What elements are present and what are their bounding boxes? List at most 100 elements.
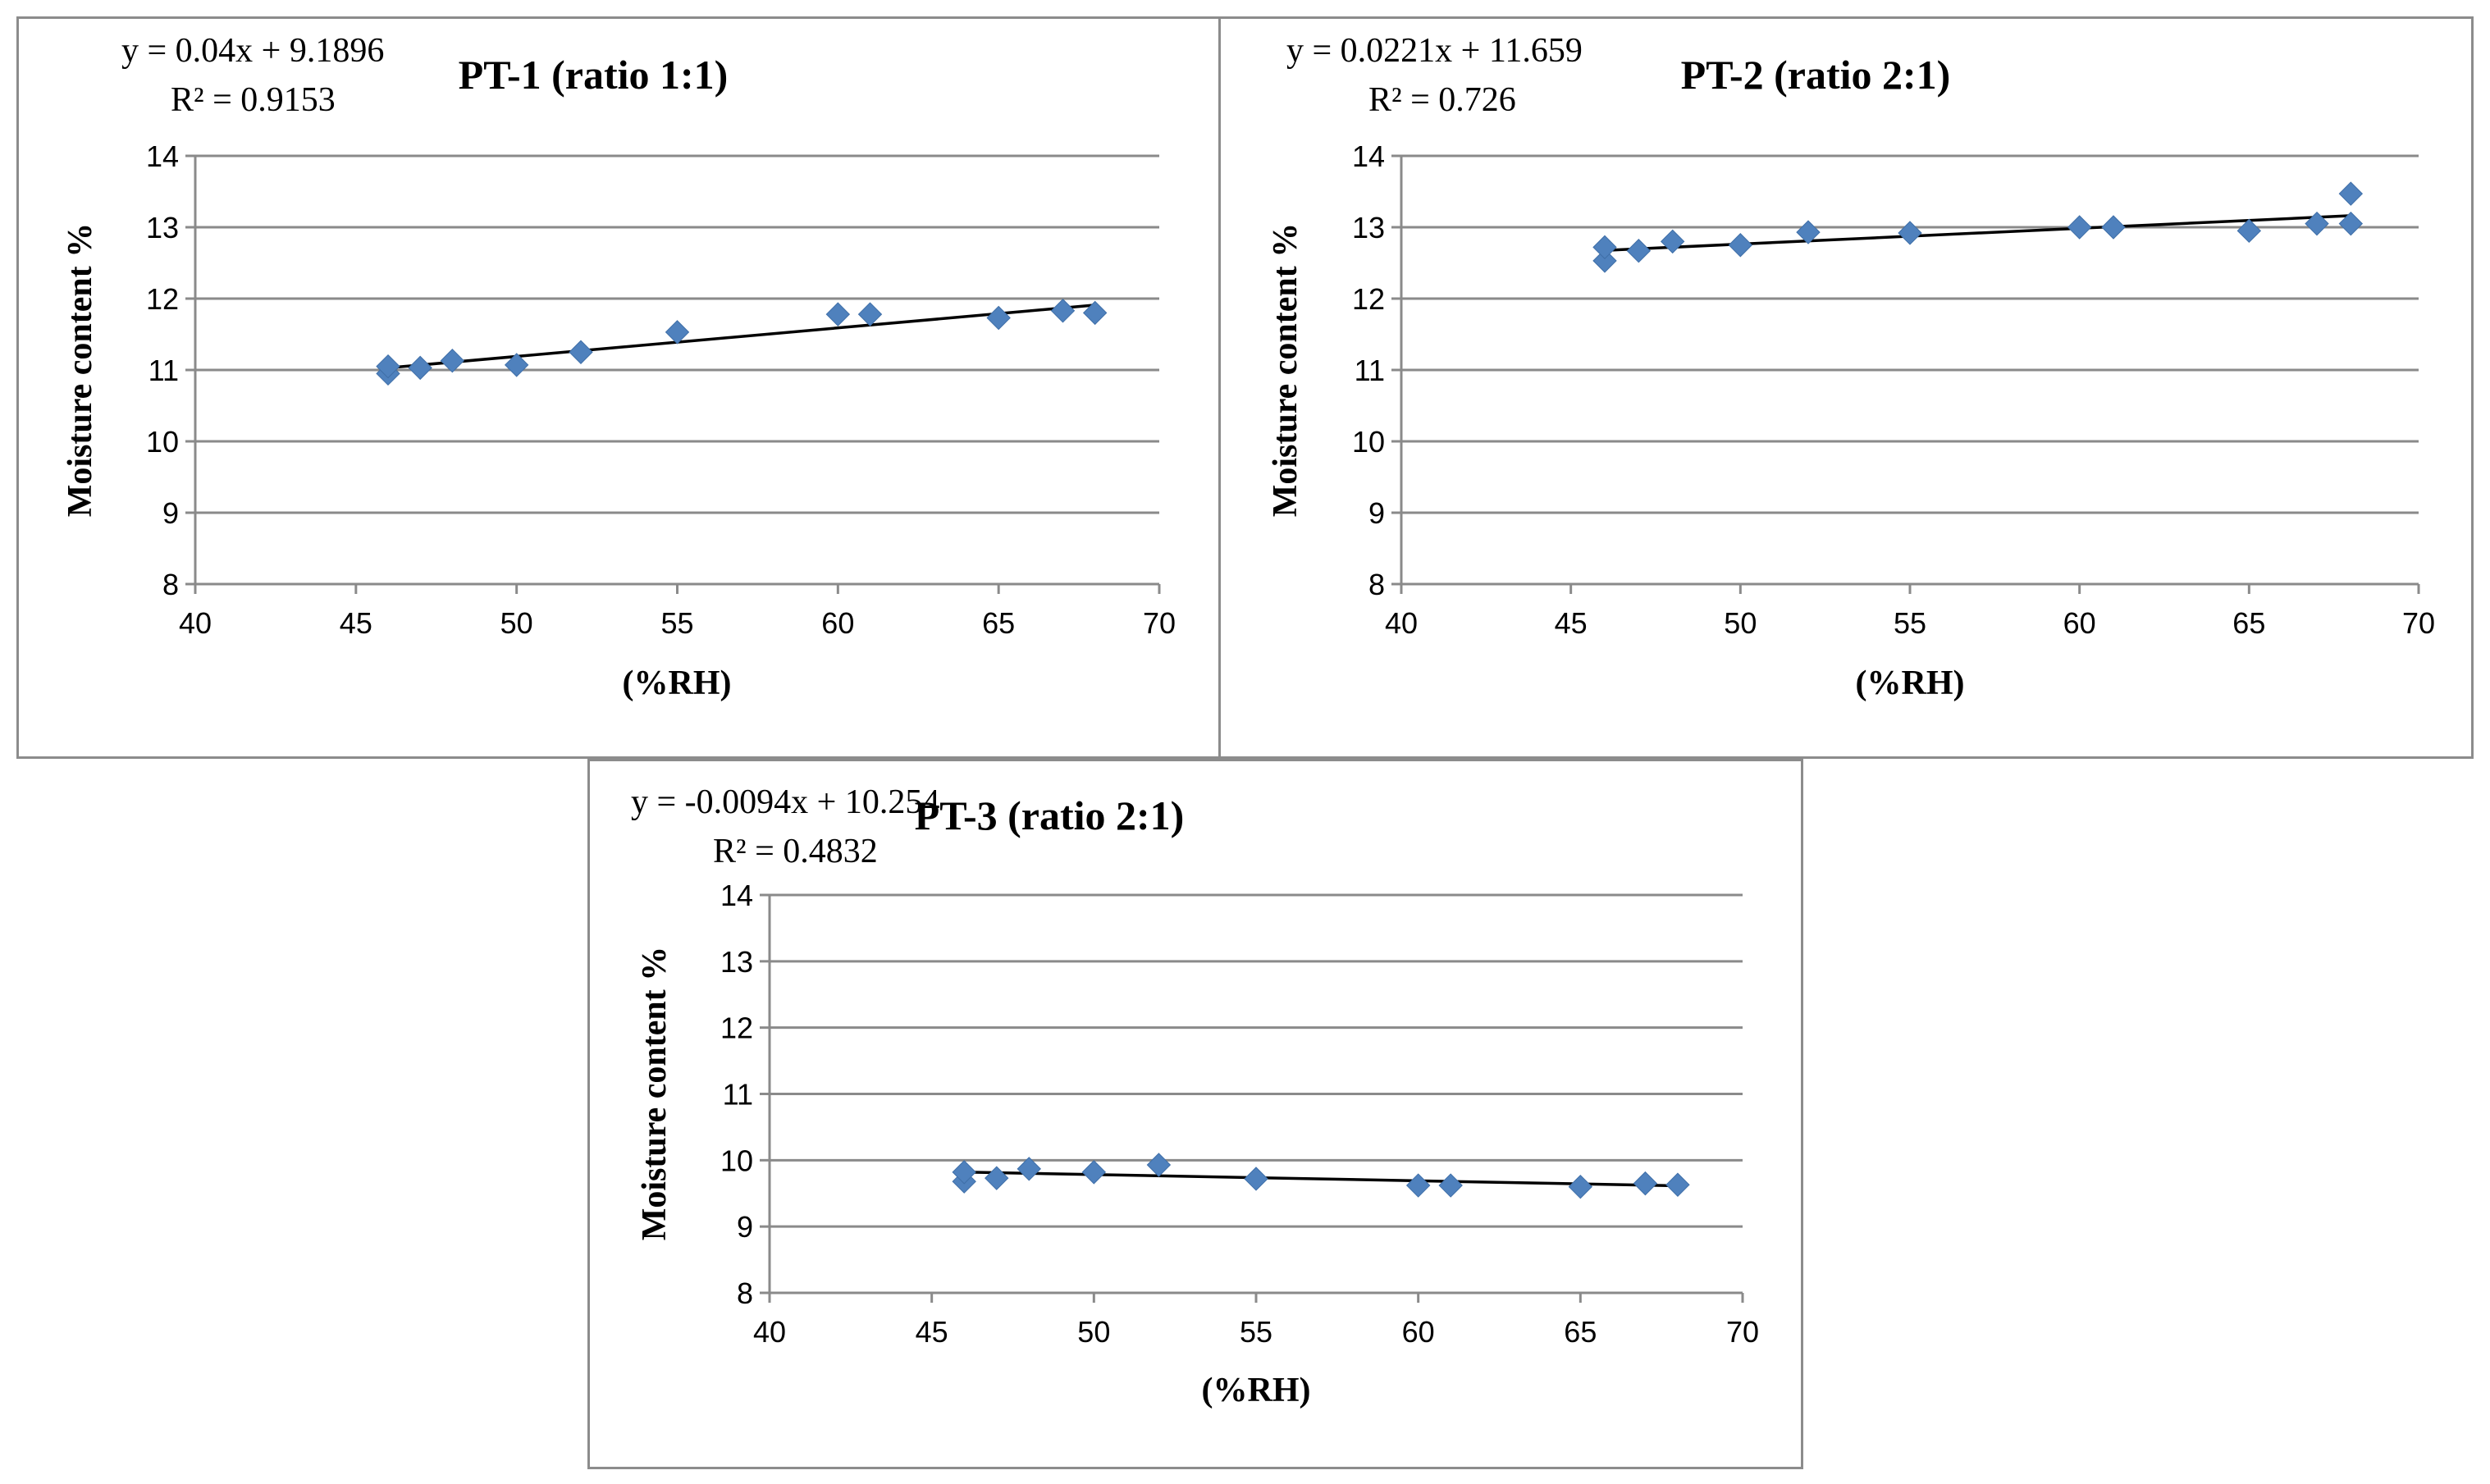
- chart-title: PT-1 (ratio 1:1): [459, 52, 729, 98]
- y-tick-label: 14: [720, 879, 753, 912]
- data-point: [1081, 1160, 1107, 1185]
- trendline: [1604, 214, 2351, 252]
- chart-title: PT-2 (ratio 2:1): [1681, 52, 1951, 98]
- chart-panel-pt2: 8 9 10 11 12 13 14 40 45 50 55 60 65 70 PT-2 (ratio 2:…: [1218, 16, 2474, 759]
- y-tick-label: 8: [1368, 568, 1385, 601]
- data-point: [2338, 211, 2364, 236]
- r-squared: R² = 0.4832: [713, 833, 878, 870]
- x-tick-label: 50: [1077, 1315, 1110, 1349]
- data-point: [2305, 211, 2329, 236]
- data-point: [825, 302, 851, 326]
- x-tick-label: 50: [500, 606, 533, 640]
- y-tick-label: 14: [146, 139, 179, 173]
- x-tick-label: 70: [1726, 1315, 1759, 1349]
- x-tick-label: 45: [1555, 606, 1588, 640]
- data-point: [2067, 215, 2092, 240]
- trendline-equation: y = 0.0221x + 11.659: [1286, 32, 1583, 70]
- data-point: [1082, 300, 1108, 326]
- data-point: [1626, 239, 1652, 263]
- chart-pt1: 8 9 10 11 12 13 14 40 45 50 55 60 65 70 PT-1 (ratio 1:…: [62, 32, 1176, 702]
- x-axis-label: (%RH): [1202, 1372, 1311, 1409]
- chart-pt2: 8 9 10 11 12 13 14 40 45 50 55 60 65 70 PT-2 (ratio 2:…: [1267, 32, 2435, 702]
- x-tick-label: 40: [753, 1315, 786, 1349]
- data-point: [408, 355, 432, 381]
- y-tick-label: 9: [737, 1210, 753, 1244]
- y-tick-label: 9: [162, 496, 179, 530]
- x-tick-label: 65: [1564, 1315, 1597, 1349]
- x-tick-label: 40: [179, 606, 212, 640]
- y-tick-label: 13: [1352, 211, 1385, 244]
- y-axis-label: Moisture content %: [1267, 223, 1304, 518]
- data-point: [1438, 1173, 1463, 1198]
- r-squared: R² = 0.9153: [171, 81, 336, 119]
- data-point: [986, 305, 1011, 331]
- y-axis-label: Moisture content %: [636, 947, 674, 1241]
- chart-title: PT-3 (ratio 2:1): [915, 792, 1185, 838]
- chart-pt3: 8 9 10 11 12 13 14 40 45 50 55 60 65 70 PT-3 (ratio 2:…: [631, 783, 1759, 1409]
- x-tick-label: 60: [821, 606, 854, 640]
- data-point: [1898, 221, 1922, 245]
- data-point: [1017, 1157, 1041, 1181]
- x-tick-label: 40: [1385, 606, 1418, 640]
- data-point: [1405, 1173, 1431, 1198]
- data-point: [1244, 1167, 1268, 1191]
- data-point: [1633, 1171, 1658, 1196]
- y-tick-label: 13: [720, 945, 753, 979]
- data-point: [952, 1160, 976, 1185]
- x-tick-label: 60: [1402, 1315, 1435, 1349]
- x-tick-label: 60: [2063, 606, 2096, 640]
- y-tick-label: 12: [1352, 282, 1385, 316]
- y-tick-label: 10: [1352, 425, 1385, 459]
- data-point: [1568, 1174, 1593, 1199]
- x-tick-label: 55: [660, 606, 693, 640]
- data-point: [1050, 299, 1076, 323]
- data-point: [2338, 181, 2364, 206]
- y-tick-label: 11: [1355, 354, 1385, 387]
- x-tick-label: 45: [916, 1315, 948, 1349]
- data-point: [2101, 215, 2126, 240]
- y-tick-label: 10: [720, 1144, 753, 1177]
- y-tick-label: 8: [162, 568, 179, 601]
- data-point: [1665, 1172, 1690, 1197]
- data-point: [857, 302, 883, 326]
- y-tick-label: 14: [1352, 139, 1385, 173]
- x-axis-label: (%RH): [623, 664, 732, 702]
- y-tick-label: 11: [148, 354, 179, 387]
- x-tick-label: 50: [1724, 606, 1757, 640]
- data-point: [985, 1166, 1009, 1190]
- data-point: [1592, 249, 1617, 273]
- chart-panel-pt3: 8 9 10 11 12 13 14 40 45 50 55 60 65 70 PT-3 (ratio 2:…: [587, 759, 1803, 1469]
- y-tick-label: 9: [1368, 496, 1385, 530]
- data-point: [1728, 233, 1753, 258]
- data-point: [1660, 229, 1685, 254]
- chart-panel-pt1: 8 9 10 11 12 13 14 40 45 50 55 60 65 70 PT-1 (ratio 1:…: [16, 16, 1222, 759]
- data-point: [569, 340, 593, 364]
- x-tick-label: 65: [2232, 606, 2265, 640]
- data-point: [440, 348, 465, 373]
- trendline-equation: y = -0.0094x + 10.254: [631, 783, 939, 821]
- y-axis-label: Moisture content %: [62, 223, 99, 518]
- data-point: [2236, 218, 2262, 244]
- x-tick-label: 45: [340, 606, 372, 640]
- data-point: [1592, 235, 1617, 260]
- r-squared: R² = 0.726: [1368, 81, 1516, 119]
- trendline: [387, 304, 1095, 370]
- data-point: [1796, 220, 1821, 244]
- x-tick-label: 55: [1894, 606, 1926, 640]
- data-point: [1146, 1153, 1172, 1177]
- x-tick-label: 65: [982, 606, 1015, 640]
- x-tick-label: 70: [1143, 606, 1176, 640]
- y-tick-label: 11: [723, 1078, 753, 1112]
- data-point: [504, 353, 529, 377]
- data-point: [665, 320, 690, 345]
- y-tick-label: 12: [146, 282, 179, 316]
- x-axis-label: (%RH): [1856, 664, 1965, 702]
- y-tick-label: 8: [737, 1276, 753, 1310]
- y-tick-label: 12: [720, 1011, 753, 1045]
- x-tick-label: 70: [2402, 606, 2435, 640]
- y-tick-label: 13: [146, 211, 179, 244]
- trendline-equation: y = 0.04x + 9.1896: [121, 32, 384, 70]
- trendline: [964, 1171, 1678, 1188]
- y-tick-label: 10: [146, 425, 179, 459]
- x-tick-label: 55: [1240, 1315, 1272, 1349]
